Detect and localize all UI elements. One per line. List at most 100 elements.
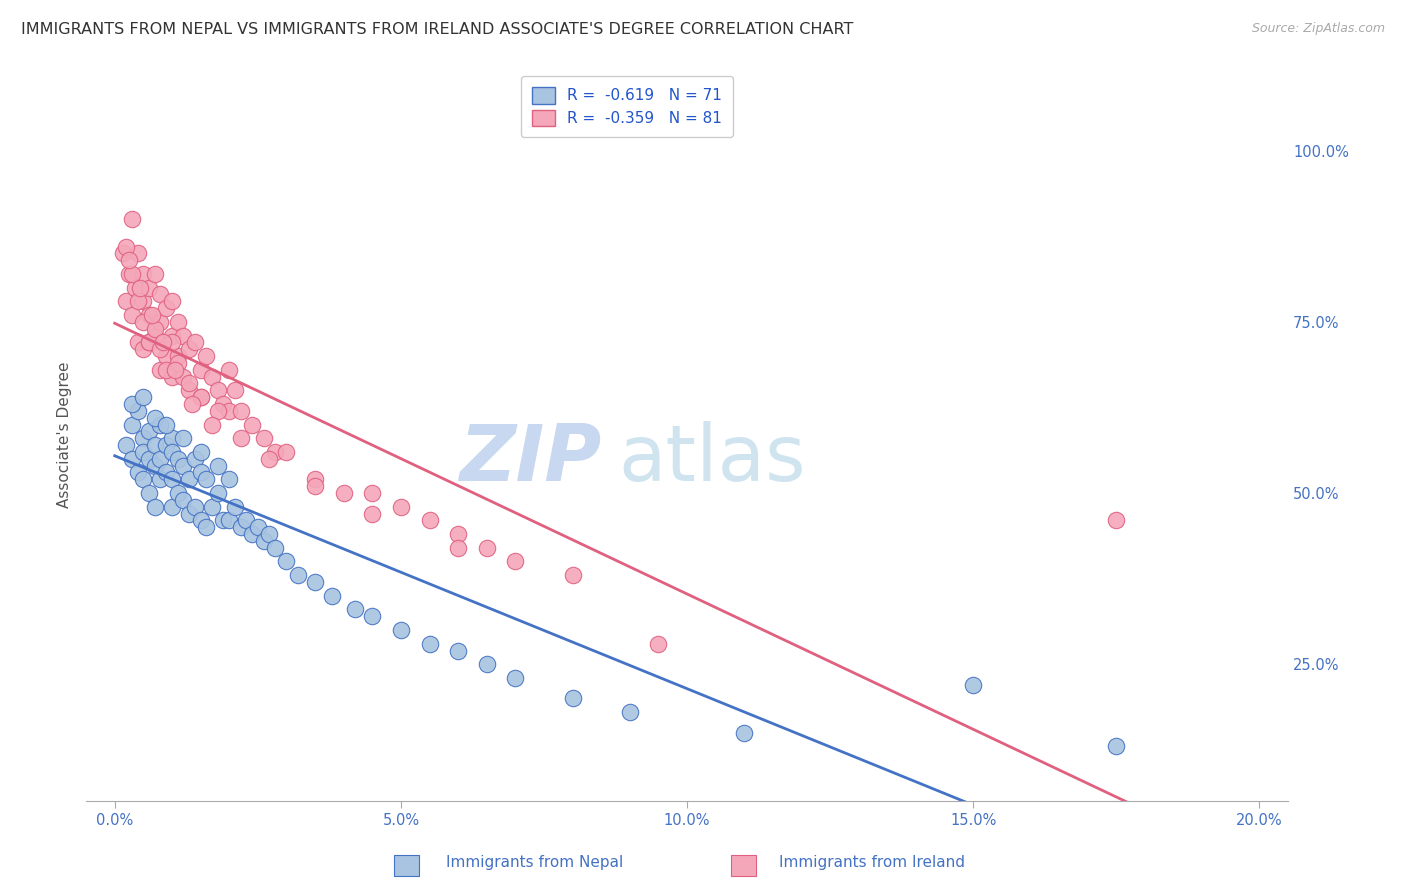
- Point: [252, 431, 274, 445]
- Point: [505, 554, 527, 568]
- Point: [121, 267, 143, 281]
- Point: [138, 486, 160, 500]
- Point: [138, 335, 160, 350]
- Point: [264, 445, 287, 459]
- Point: [177, 507, 200, 521]
- Point: [138, 451, 160, 466]
- Point: [166, 486, 188, 500]
- Text: ZIP: ZIP: [458, 421, 602, 497]
- Point: [276, 554, 298, 568]
- Point: [447, 643, 470, 657]
- Point: [264, 541, 287, 555]
- Text: Source: ZipAtlas.com: Source: ZipAtlas.com: [1251, 22, 1385, 36]
- Point: [184, 500, 207, 514]
- Point: [160, 500, 183, 514]
- Point: [172, 458, 194, 473]
- Point: [475, 541, 498, 555]
- Point: [224, 500, 246, 514]
- Point: [184, 451, 207, 466]
- Point: [115, 239, 138, 253]
- Point: [121, 212, 143, 227]
- Point: [143, 267, 166, 281]
- Point: [207, 384, 229, 398]
- Point: [195, 349, 218, 363]
- Point: [121, 417, 143, 432]
- Point: [257, 451, 280, 466]
- Point: [143, 458, 166, 473]
- Point: [190, 445, 212, 459]
- Point: [115, 438, 138, 452]
- Point: [160, 328, 183, 343]
- Point: [149, 315, 172, 329]
- Point: [143, 438, 166, 452]
- Point: [172, 328, 194, 343]
- Point: [619, 705, 641, 719]
- Point: [132, 445, 155, 459]
- Point: [240, 527, 263, 541]
- Point: [252, 533, 274, 548]
- Point: [304, 472, 326, 486]
- Point: [127, 335, 149, 350]
- Point: [229, 520, 252, 534]
- Point: [177, 384, 200, 398]
- Point: [155, 363, 177, 377]
- Point: [190, 466, 212, 480]
- Point: [138, 425, 160, 439]
- Point: [149, 363, 172, 377]
- Point: [344, 602, 367, 616]
- Point: [505, 671, 527, 685]
- Point: [155, 349, 177, 363]
- Point: [138, 335, 160, 350]
- Point: [127, 246, 149, 260]
- Y-axis label: Associate's Degree: Associate's Degree: [58, 361, 72, 508]
- Point: [118, 267, 141, 281]
- Point: [143, 328, 166, 343]
- Point: [155, 417, 177, 432]
- Point: [212, 397, 235, 411]
- Point: [962, 678, 984, 692]
- Point: [647, 637, 669, 651]
- Point: [172, 369, 194, 384]
- Point: [143, 321, 166, 335]
- Point: [124, 280, 146, 294]
- Point: [166, 349, 188, 363]
- Point: [166, 356, 188, 370]
- Point: [177, 472, 200, 486]
- Point: [418, 637, 440, 651]
- Point: [447, 541, 470, 555]
- Point: [201, 417, 224, 432]
- Point: [155, 438, 177, 452]
- Point: [218, 513, 240, 527]
- Point: [177, 376, 200, 391]
- Point: [561, 568, 583, 582]
- Point: [127, 404, 149, 418]
- Point: [132, 431, 155, 445]
- Point: [152, 335, 174, 350]
- Point: [112, 246, 135, 260]
- Point: [155, 301, 177, 315]
- Point: [160, 445, 183, 459]
- Point: [149, 451, 172, 466]
- Point: [172, 492, 194, 507]
- Point: [190, 390, 212, 404]
- Point: [132, 315, 155, 329]
- Text: atlas: atlas: [619, 421, 806, 497]
- Point: [321, 589, 343, 603]
- Point: [149, 417, 172, 432]
- Point: [475, 657, 498, 672]
- Point: [143, 500, 166, 514]
- Point: [121, 451, 143, 466]
- Point: [207, 458, 229, 473]
- Point: [138, 280, 160, 294]
- Point: [129, 280, 152, 294]
- Point: [141, 308, 163, 322]
- Point: [132, 343, 155, 357]
- Point: [212, 513, 235, 527]
- Point: [447, 527, 470, 541]
- Point: [276, 445, 298, 459]
- Point: [149, 472, 172, 486]
- Point: [389, 500, 412, 514]
- Point: [184, 335, 207, 350]
- Point: [143, 410, 166, 425]
- Point: [240, 417, 263, 432]
